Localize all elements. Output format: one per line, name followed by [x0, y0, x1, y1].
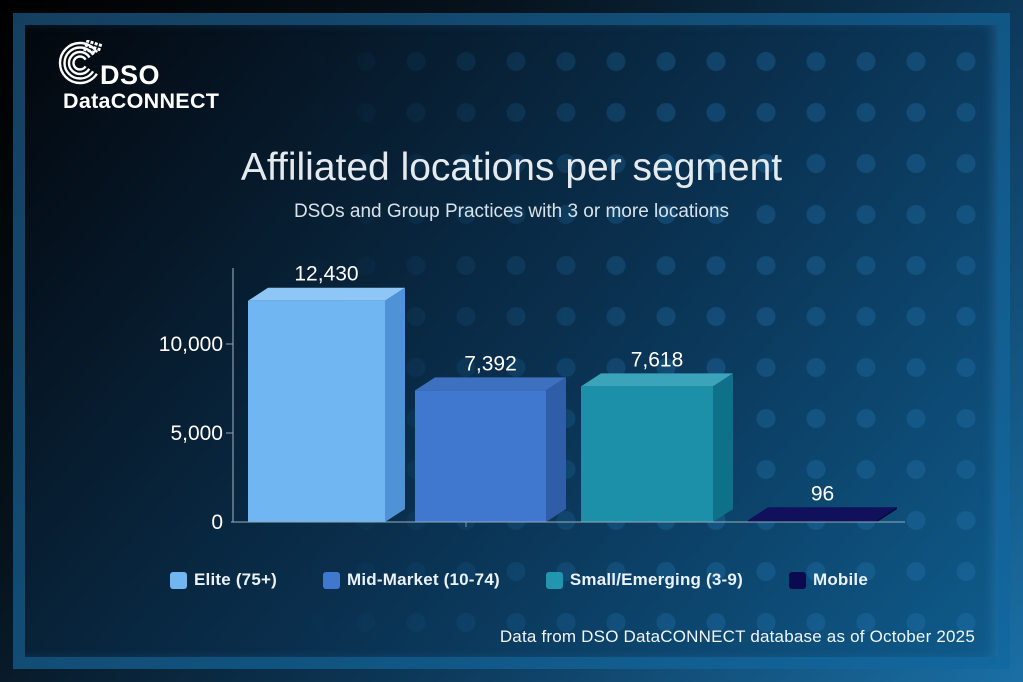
legend-item-elite: Elite (75+) [170, 570, 277, 590]
value-label-mid-market-10-74: 7,392 [464, 352, 517, 375]
bar-side-mid-market-10-74 [546, 377, 566, 522]
bar-small-emerging-3-9 [581, 386, 713, 522]
dso-rings-icon [57, 39, 103, 91]
border-frame [13, 13, 1010, 669]
chart-title: Affiliated locations per segment [240, 146, 783, 189]
legend-item-mobile: Mobile [788, 570, 868, 590]
y-tick-label: 10,000 [159, 333, 223, 356]
legend-swatch-mid-market [322, 571, 340, 589]
logo-text-dso: DSO [100, 60, 161, 90]
value-label-mobile: 96 [811, 482, 834, 505]
logo-text-dataconnect: DataCONNECT [63, 89, 220, 113]
bar-top-small-emerging-3-9 [581, 373, 733, 387]
dot-pattern-background [25, 25, 998, 657]
data-source-note: Data from DSO DataCONNECT database as of… [499, 627, 975, 646]
bar-top-mobile [748, 507, 897, 521]
y-tick-label: 5,000 [170, 422, 223, 445]
value-label-elite-75: 12,430 [294, 263, 358, 286]
legend-label: Elite (75+) [194, 570, 277, 589]
dso-dataconnect-logo: DSO DataCONNECT [57, 39, 277, 113]
bar-side-small-emerging-3-9 [713, 373, 733, 522]
bar-top-mid-market-10-74 [415, 377, 566, 391]
legend-swatch-mobile [788, 571, 806, 589]
legend-swatch-small-emerging [545, 571, 563, 589]
bar-mobile [748, 520, 877, 522]
bar-side-elite-75 [385, 287, 405, 522]
slide-background [25, 25, 998, 657]
legend-label: Small/Emerging (3-9) [569, 570, 743, 589]
legend-label: Mid-Market (10-74) [346, 570, 500, 589]
bar-elite-75 [248, 300, 385, 522]
chart-legend: Elite (75+) Mid-Market (10-74) Small/Eme… [170, 570, 868, 590]
bar-mid-market-10-74 [415, 390, 546, 522]
bar-top-elite-75 [248, 287, 405, 301]
legend-swatch-elite [170, 571, 187, 589]
value-label-small-emerging-3-9: 7,618 [631, 348, 684, 371]
legend-item-small-emerging: Small/Emerging (3-9) [545, 570, 743, 590]
chart-subtitle: DSOs and Group Practices with 3 or more … [293, 201, 730, 222]
bar-side-mobile [877, 507, 897, 522]
y-tick-label: 0 [211, 511, 223, 534]
legend-label: Mobile [812, 570, 868, 589]
legend-item-mid-market: Mid-Market (10-74) [322, 570, 500, 590]
